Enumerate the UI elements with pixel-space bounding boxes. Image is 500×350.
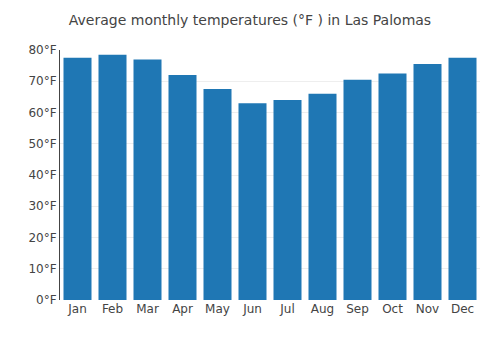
svg-text:Dec: Dec <box>451 302 474 316</box>
svg-text:Oct: Oct <box>382 302 403 316</box>
svg-text:Feb: Feb <box>102 302 123 316</box>
svg-text:Apr: Apr <box>172 302 193 316</box>
svg-text:Aug: Aug <box>311 302 334 316</box>
svg-text:Jun: Jun <box>242 302 262 316</box>
svg-text:70°F: 70°F <box>28 74 56 88</box>
svg-text:Nov: Nov <box>416 302 439 316</box>
svg-text:10°F: 10°F <box>28 262 56 276</box>
svg-text:May: May <box>205 302 230 316</box>
svg-text:Jan: Jan <box>67 302 87 316</box>
svg-text:0°F: 0°F <box>36 293 57 307</box>
svg-text:30°F: 30°F <box>28 199 56 213</box>
svg-text:Sep: Sep <box>346 302 369 316</box>
svg-text:80°F: 80°F <box>28 43 56 57</box>
svg-text:Mar: Mar <box>136 302 159 316</box>
svg-text:60°F: 60°F <box>28 106 56 120</box>
svg-text:50°F: 50°F <box>28 137 56 151</box>
svg-text:Average monthly temperatures (: Average monthly temperatures (°F ) in La… <box>69 12 431 28</box>
svg-text:40°F: 40°F <box>28 168 56 182</box>
svg-text:Jul: Jul <box>279 302 294 316</box>
svg-text:20°F: 20°F <box>28 231 56 245</box>
